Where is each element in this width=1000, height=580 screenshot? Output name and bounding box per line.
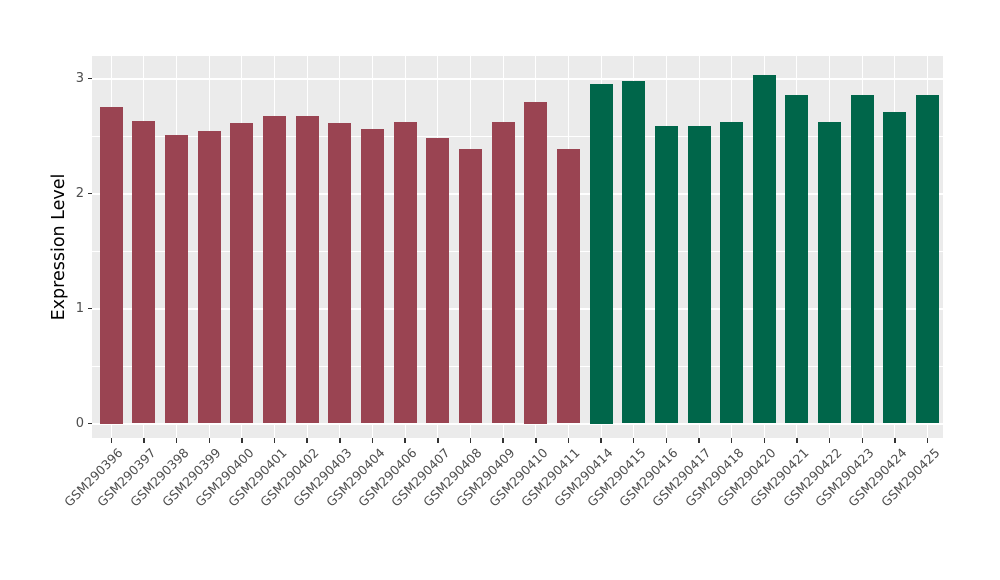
bar <box>524 101 548 424</box>
y-tick-mark <box>88 307 92 310</box>
bar <box>426 138 450 424</box>
bar <box>132 121 156 424</box>
bar <box>752 75 776 424</box>
bar <box>230 123 254 424</box>
bar <box>197 131 221 424</box>
y-tick-mark <box>88 77 92 80</box>
plot-panel <box>92 56 943 438</box>
x-tick-mark <box>861 438 863 443</box>
gridline-minor-horizontal <box>92 135 943 137</box>
x-tick-mark <box>110 438 113 443</box>
bar <box>687 125 711 424</box>
x-tick-mark <box>567 438 570 443</box>
x-tick-mark <box>208 438 210 443</box>
gridline-major-horizontal <box>92 77 943 80</box>
y-tick-mark <box>88 192 92 195</box>
bar <box>654 125 678 424</box>
bar <box>589 84 613 424</box>
x-tick-mark <box>241 438 243 443</box>
x-tick-mark <box>469 438 472 443</box>
x-tick-mark <box>175 438 178 443</box>
x-tick-mark <box>828 438 831 443</box>
x-tick-mark <box>502 438 504 443</box>
bar <box>99 107 123 424</box>
y-tick-label: 3 <box>75 70 84 86</box>
x-tick-mark <box>796 438 798 443</box>
x-tick-mark <box>273 438 276 443</box>
y-tick-mark <box>88 422 92 425</box>
bar <box>720 122 744 424</box>
bar <box>491 122 515 424</box>
x-tick-mark <box>632 438 635 443</box>
x-tick-mark <box>763 438 766 443</box>
bar <box>295 116 319 424</box>
x-tick-mark <box>371 438 374 443</box>
x-tick-mark <box>535 438 537 443</box>
bar <box>850 94 874 424</box>
gridline-minor-horizontal <box>92 250 943 252</box>
x-tick-mark <box>306 438 308 443</box>
bar <box>622 80 646 424</box>
x-tick-mark <box>894 438 896 443</box>
bar <box>916 94 940 424</box>
x-tick-mark <box>339 438 341 443</box>
bar <box>785 94 809 424</box>
x-tick-mark <box>404 438 406 443</box>
bar <box>556 148 580 424</box>
bar <box>458 148 482 424</box>
y-tick-label: 2 <box>75 185 84 201</box>
gridline-major-horizontal <box>92 422 943 425</box>
gridline-minor-horizontal <box>92 365 943 367</box>
bar <box>263 116 287 424</box>
bar <box>328 123 352 424</box>
bar <box>883 111 907 424</box>
gridline-major-horizontal <box>92 192 943 195</box>
x-tick-mark <box>437 438 439 443</box>
x-tick-mark <box>600 438 602 443</box>
bar <box>818 122 842 424</box>
bar <box>165 134 189 424</box>
y-tick-label: 0 <box>75 415 84 431</box>
x-tick-mark <box>698 438 700 443</box>
bar <box>393 122 417 424</box>
y-tick-label: 1 <box>75 300 84 316</box>
x-tick-mark <box>143 438 145 443</box>
x-tick-mark <box>665 438 668 443</box>
x-tick-mark <box>926 438 929 443</box>
bar <box>361 129 384 424</box>
x-tick-mark <box>730 438 733 443</box>
gridline-major-horizontal <box>92 307 943 310</box>
